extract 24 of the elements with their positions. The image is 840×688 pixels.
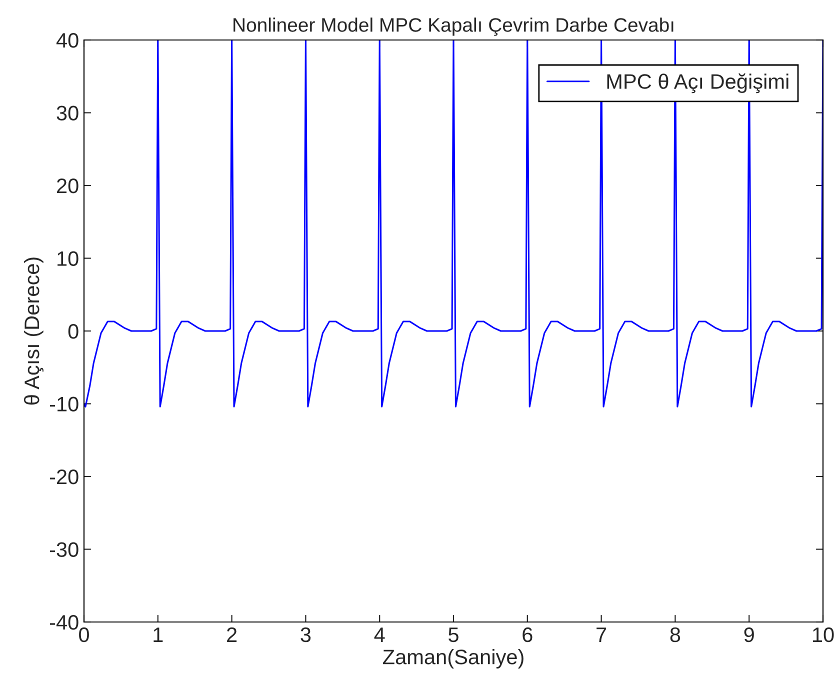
x-tick-label: 10 bbox=[813, 627, 834, 642]
x-tick-label: 2 bbox=[227, 627, 237, 642]
y-tick-label: -30 bbox=[50, 542, 78, 558]
y-axis-title: θ Açısı (Derece) bbox=[24, 258, 44, 405]
x-tick-label: 5 bbox=[448, 628, 458, 642]
x-tick-label: 8 bbox=[670, 627, 680, 642]
y-tick-label: -20 bbox=[50, 470, 78, 484]
y-tick-label: 30 bbox=[56, 106, 78, 121]
y-tick-label: 40 bbox=[56, 33, 78, 48]
x-tick-label: 6 bbox=[522, 627, 532, 642]
y-tick-label: 20 bbox=[57, 178, 78, 194]
x-tick-label: 4 bbox=[374, 628, 385, 642]
x-tick-label: 0 bbox=[79, 627, 89, 642]
legend-label: MPC θ Açı Değişimi bbox=[607, 73, 788, 94]
chart-title: Nonlineer Model MPC Kapalı Çevrim Darbe Cevabı bbox=[234, 18, 674, 36]
y-tick-label: -40 bbox=[50, 615, 78, 630]
x-tick-label: 3 bbox=[300, 627, 311, 642]
y-tick-label: -10 bbox=[50, 396, 78, 412]
x-tick-label: 9 bbox=[744, 627, 754, 642]
y-tick-label: 10 bbox=[58, 251, 78, 266]
x-tick-label: 7 bbox=[596, 628, 606, 642]
y-tick-label: 0 bbox=[68, 324, 78, 339]
x-axis-title: Zaman(Saniye) bbox=[382, 649, 524, 668]
x-tick-label: 1 bbox=[154, 628, 163, 642]
